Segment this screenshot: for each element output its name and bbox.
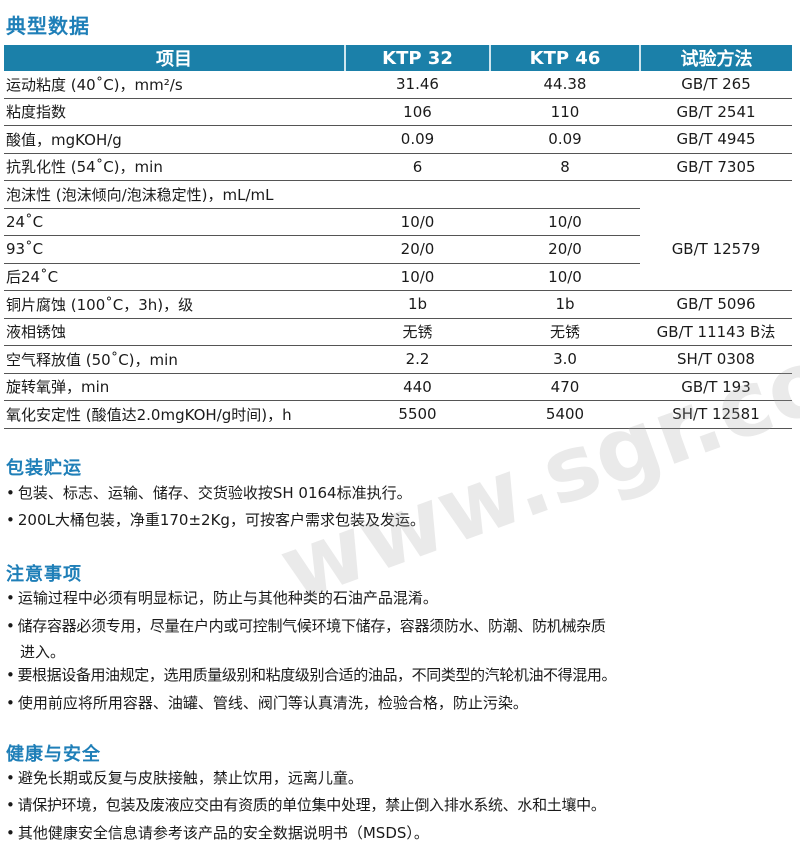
cell-method: GB/T 265 [640, 71, 792, 99]
cell-method: SH/T 0308 [640, 345, 792, 374]
cell-ktp46: 3.0 [490, 345, 640, 374]
cell-method: GB/T 5096 [640, 290, 792, 319]
table-row: 空气释放值 (50˚C)，min 2.2 3.0 SH/T 0308 [4, 345, 792, 374]
cell-ktp32: 20/0 [345, 235, 490, 264]
cell-ktp32: 106 [345, 98, 490, 126]
cell-ktp32: 10/0 [345, 208, 490, 236]
list-item: 储存容器必须专用，尽量在户内或可控制气候环境下储存，容器须防水、防潮、防机械杂质 [6, 616, 606, 636]
cell-item: 酸值，mgKOH/g [4, 125, 345, 154]
cell-item: 氧化安定性 (酸值达2.0mgKOH/g时间)，h [4, 400, 345, 429]
cell-method: GB/T 11143 B法 [640, 318, 792, 346]
cell-ktp32: 2.2 [345, 345, 490, 374]
cell-ktp32: 31.46 [345, 71, 490, 99]
packaging-heading: 包装贮运 [6, 458, 82, 479]
cell-ktp46: 10/0 [490, 263, 640, 291]
table-row: 泡沫性 (泡沫倾向/泡沫稳定性)，mL/mL [4, 180, 792, 209]
health-heading: 健康与安全 [6, 744, 101, 765]
table-header: 项目 KTP 32 KTP 46 试验方法 [4, 45, 792, 71]
col-header-item: 项目 [4, 45, 346, 71]
cell-method [640, 181, 792, 209]
notes-heading: 注意事项 [6, 564, 82, 585]
cell-item: 抗乳化性 (54˚C)，min [4, 153, 345, 181]
list-item: 200L大桶包装，净重170±2Kg，可按客户需求包装及发运。 [6, 510, 425, 530]
cell-ktp46: 110 [490, 98, 640, 126]
cell-item: 旋转氧弹，min [4, 373, 345, 401]
col-header-method: 试验方法 [640, 45, 792, 71]
table-row: 运动粘度 (40˚C)，mm²/s 31.46 44.38 GB/T 265 [4, 71, 792, 99]
table-row: 氧化安定性 (酸值达2.0mgKOH/g时间)，h 5500 5400 SH/T 12… [4, 400, 792, 429]
cell-method: GB/T 4945 [640, 125, 792, 154]
list-item: 使用前应将所用容器、油罐、管线、阀门等认真清洗，检验合格，防止污染。 [6, 693, 528, 713]
cell-method: GB/T 193 [640, 373, 792, 401]
list-item: 其他健康安全信息请参考该产品的安全数据说明书（MSDS）。 [6, 823, 429, 843]
list-item: 运输过程中必须有明显标记，防止与其他种类的石油产品混淆。 [6, 588, 438, 608]
col-header-ktp46: KTP 46 [490, 45, 641, 71]
table-row: 酸值，mgKOH/g 0.09 0.09 GB/T 4945 [4, 125, 792, 154]
cell-ktp46 [490, 180, 640, 209]
cell-method: GB/T 12579 [640, 208, 792, 291]
cell-ktp32: 440 [345, 373, 490, 401]
list-item: 避免长期或反复与皮肤接触，禁止饮用，远离儿童。 [6, 768, 363, 788]
table-row: 抗乳化性 (54˚C)，min 6 8 GB/T 7305 [4, 153, 792, 181]
cell-ktp46: 20/0 [490, 235, 640, 264]
typical-data-heading: 典型数据 [6, 14, 90, 38]
cell-method: GB/T 2541 [640, 98, 792, 126]
table-row: 旋转氧弹，min 440 470 GB/T 193 [4, 373, 792, 401]
table-row: 铜片腐蚀 (100˚C，3h)，级 1b 1b GB/T 5096 [4, 290, 792, 319]
cell-method: GB/T 7305 [640, 153, 792, 181]
cell-item: 粘度指数 [4, 98, 345, 126]
cell-ktp32: 6 [345, 153, 490, 181]
cell-ktp46: 10/0 [490, 208, 640, 236]
cell-ktp32: 10/0 [345, 263, 490, 291]
cell-ktp46: 0.09 [490, 125, 640, 154]
table-row: 93˚C 20/0 20/0 [4, 235, 792, 264]
list-item: 请保护环境，包装及废液应交由有资质的单位集中处理，禁止倒入排水系统、水和土壤中。 [6, 795, 606, 815]
cell-item: 24˚C [4, 208, 345, 236]
cell-item: 后24˚C [4, 263, 345, 291]
cell-item: 泡沫性 (泡沫倾向/泡沫稳定性)，mL/mL [4, 180, 345, 209]
cell-ktp46: 5400 [490, 400, 640, 429]
cell-ktp32: 0.09 [345, 125, 490, 154]
list-item: 包装、标志、运输、储存、交货验收按SH 0164标准执行。 [6, 483, 412, 503]
cell-ktp32: 无锈 [345, 318, 490, 346]
table-row: 后24˚C 10/0 10/0 [4, 263, 792, 291]
cell-item: 铜片腐蚀 (100˚C，3h)，级 [4, 290, 345, 319]
cell-item: 93˚C [4, 235, 345, 264]
cell-ktp46: 无锈 [490, 318, 640, 346]
cell-item: 液相锈蚀 [4, 318, 345, 346]
cell-item: 空气释放值 (50˚C)，min [4, 345, 345, 374]
table-row: 24˚C 10/0 10/0 GB/T 12579 [4, 208, 792, 291]
cell-ktp46: 44.38 [490, 71, 640, 99]
cell-ktp46: 1b [490, 290, 640, 319]
cell-ktp32: 5500 [345, 400, 490, 429]
table-row: 液相锈蚀 无锈 无锈 GB/T 11143 B法 [4, 318, 792, 346]
cell-ktp32: 1b [345, 290, 490, 319]
col-header-ktp32: KTP 32 [345, 45, 491, 71]
cell-ktp32 [345, 180, 490, 209]
typical-data-table: 项目 KTP 32 KTP 46 试验方法 运动粘度 (40˚C)，mm²/s 3… [4, 45, 792, 429]
cell-item: 运动粘度 (40˚C)，mm²/s [4, 71, 345, 99]
list-item: 要根据设备用油规定，选用质量级别和粘度级别合适的油品，不同类型的汽轮机油不得混用… [6, 665, 616, 685]
cell-ktp46: 470 [490, 373, 640, 401]
cell-ktp46: 8 [490, 153, 640, 181]
table-row: 粘度指数 106 110 GB/T 2541 [4, 98, 792, 126]
list-item-continuation: 进入。 [20, 643, 66, 661]
cell-method: SH/T 12581 [640, 400, 792, 429]
